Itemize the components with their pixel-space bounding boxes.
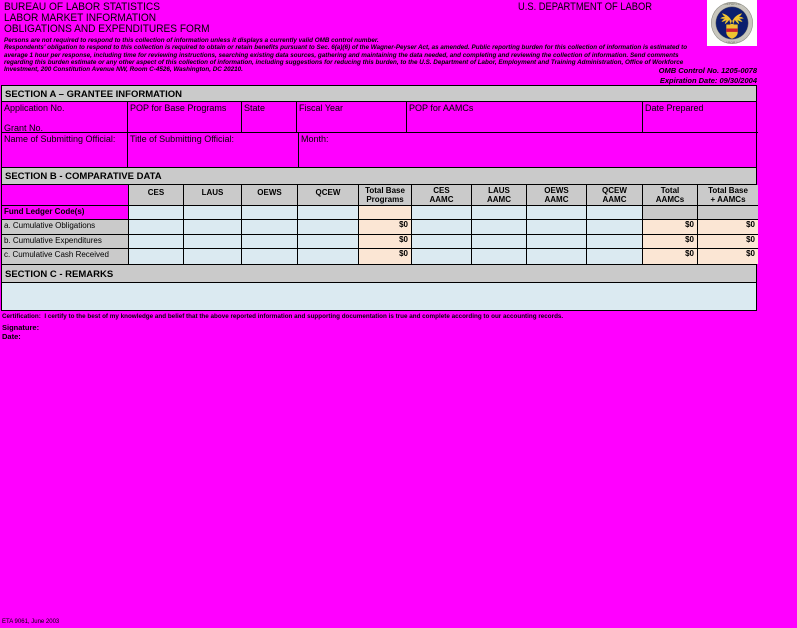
svg-text:U.S. DEPARTMENT: U.S. DEPARTMENT (717, 2, 747, 6)
